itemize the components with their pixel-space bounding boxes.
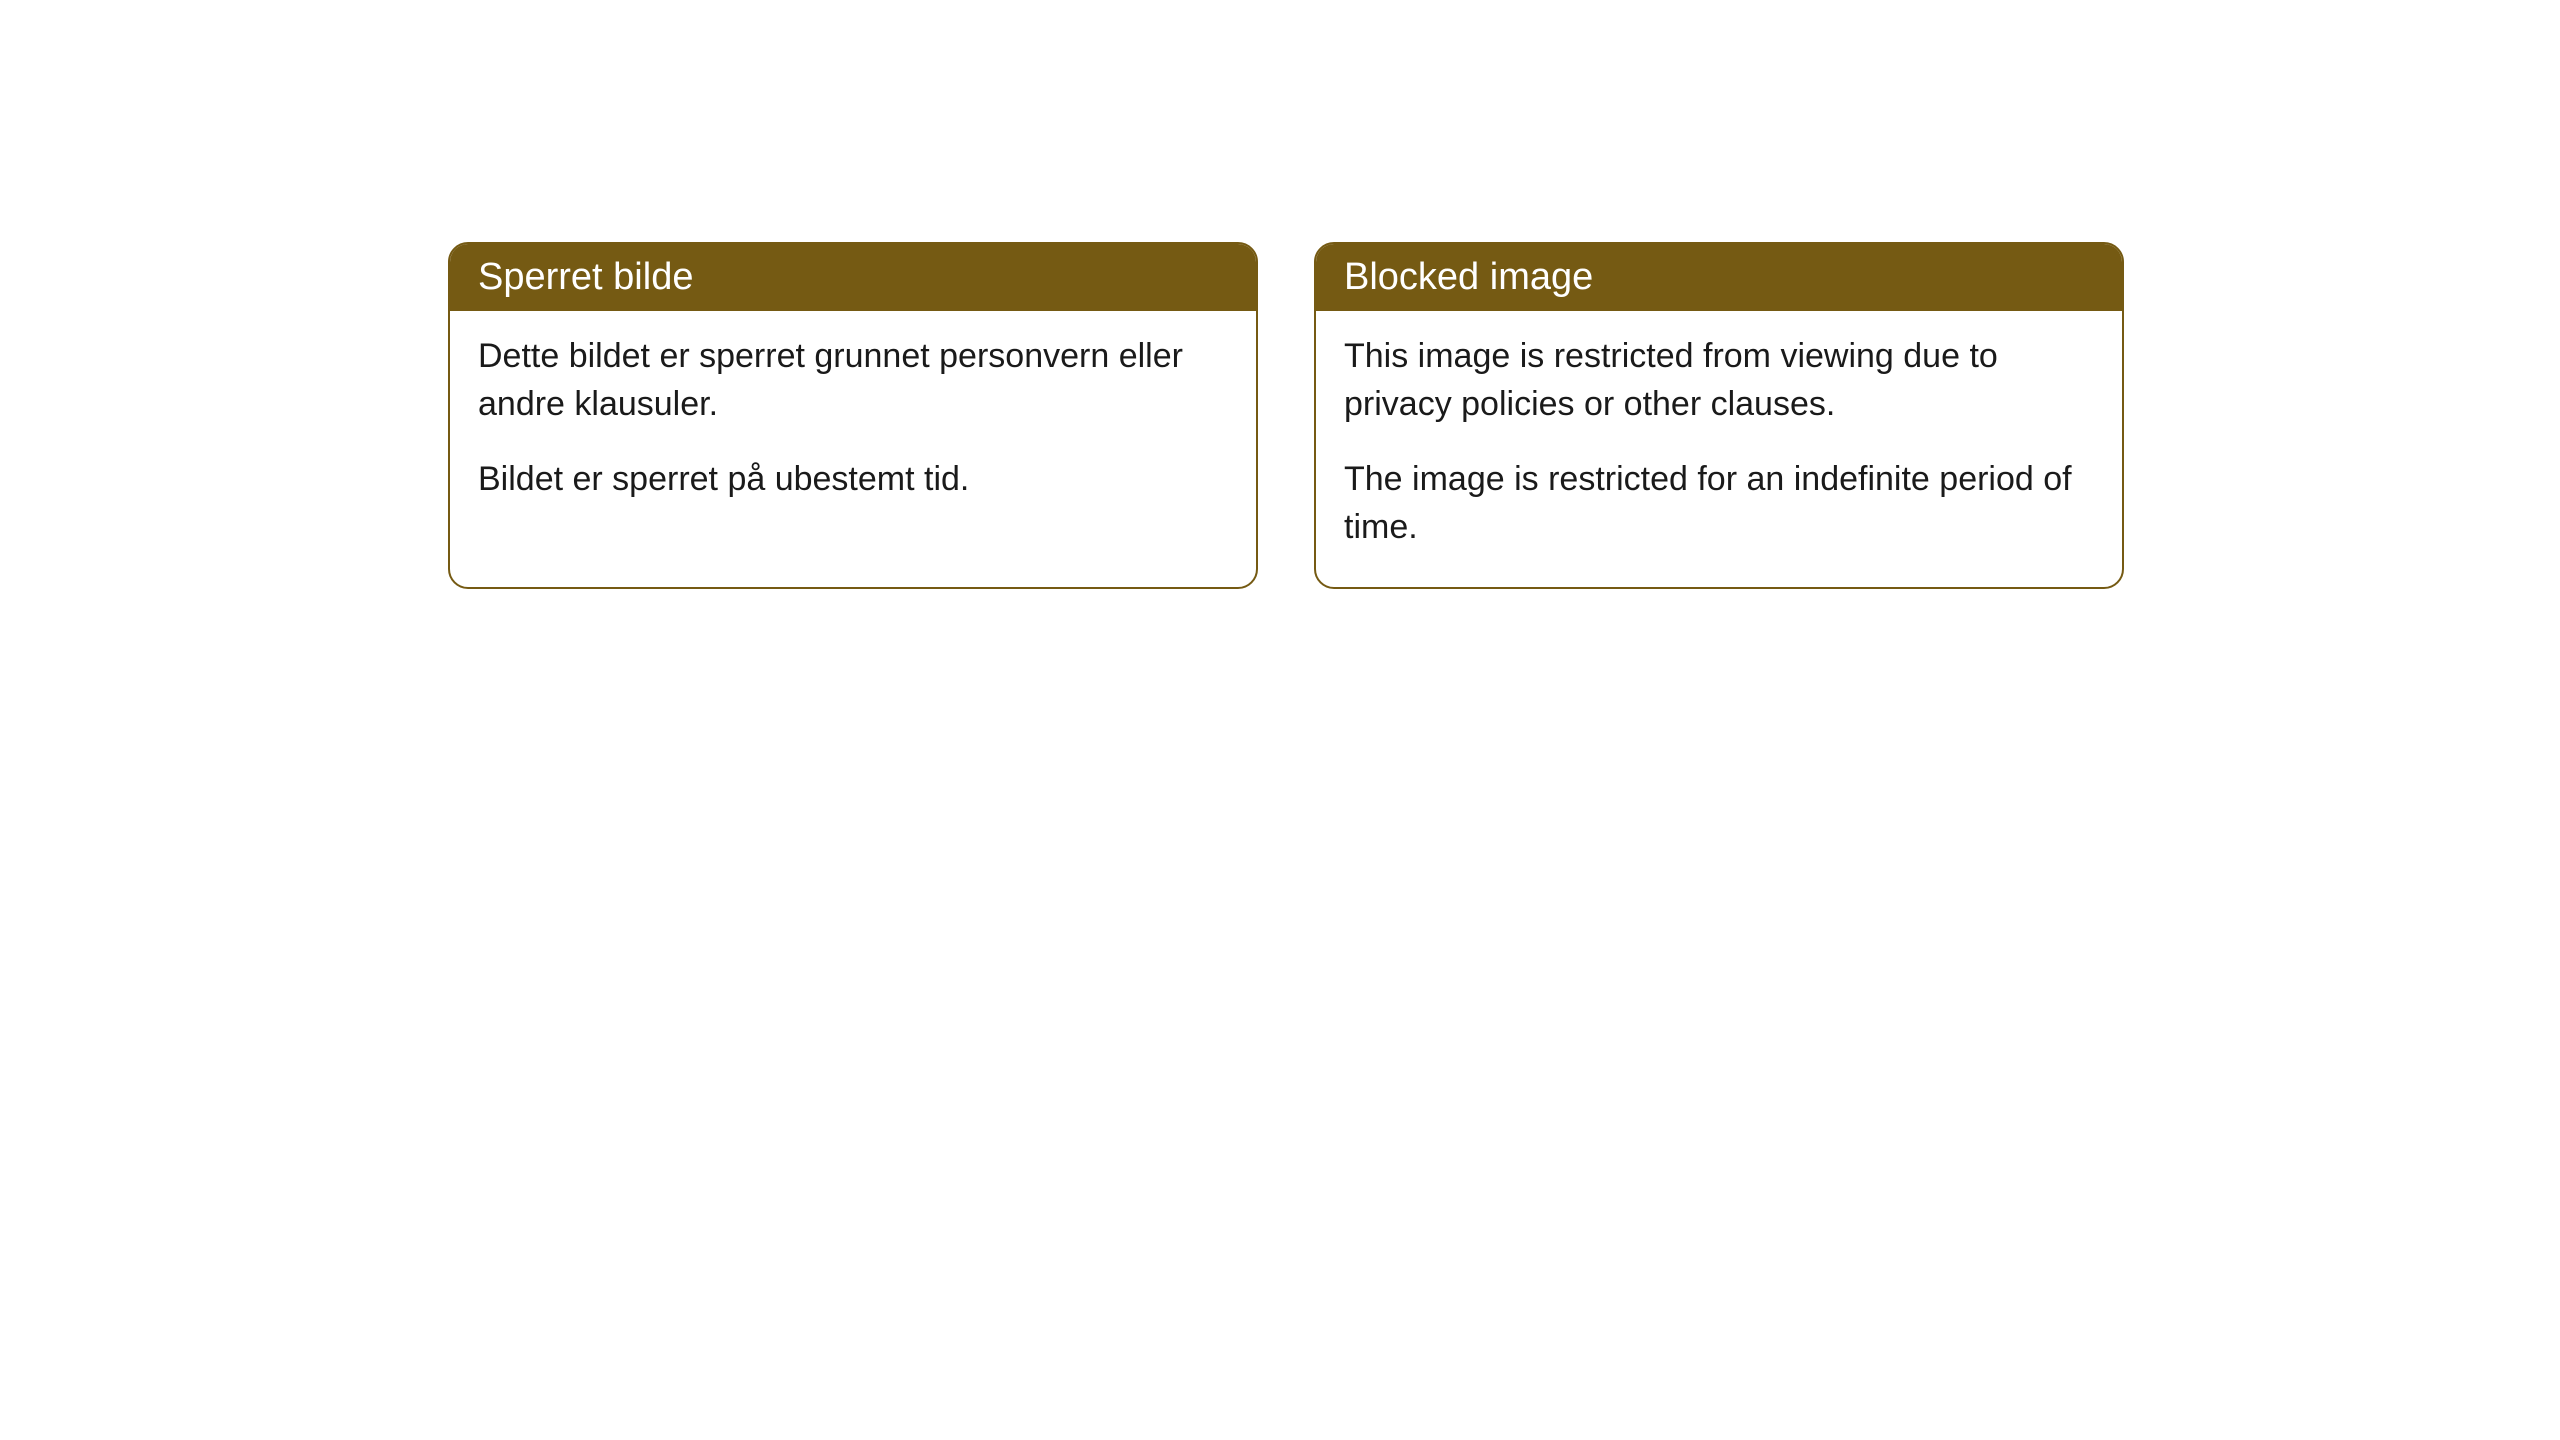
- card-body: Dette bildet er sperret grunnet personve…: [450, 311, 1256, 540]
- card-paragraph: Bildet er sperret på ubestemt tid.: [478, 456, 1228, 504]
- card-paragraph: Dette bildet er sperret grunnet personve…: [478, 333, 1228, 428]
- card-header: Sperret bilde: [450, 244, 1256, 311]
- card-title: Blocked image: [1344, 256, 1593, 298]
- notice-cards-container: Sperret bilde Dette bildet er sperret gr…: [448, 242, 2560, 589]
- card-paragraph: The image is restricted for an indefinit…: [1344, 456, 2094, 551]
- notice-card-norwegian: Sperret bilde Dette bildet er sperret gr…: [448, 242, 1258, 589]
- card-paragraph: This image is restricted from viewing du…: [1344, 333, 2094, 428]
- card-body: This image is restricted from viewing du…: [1316, 311, 2122, 587]
- card-header: Blocked image: [1316, 244, 2122, 311]
- card-title: Sperret bilde: [478, 256, 693, 298]
- notice-card-english: Blocked image This image is restricted f…: [1314, 242, 2124, 589]
